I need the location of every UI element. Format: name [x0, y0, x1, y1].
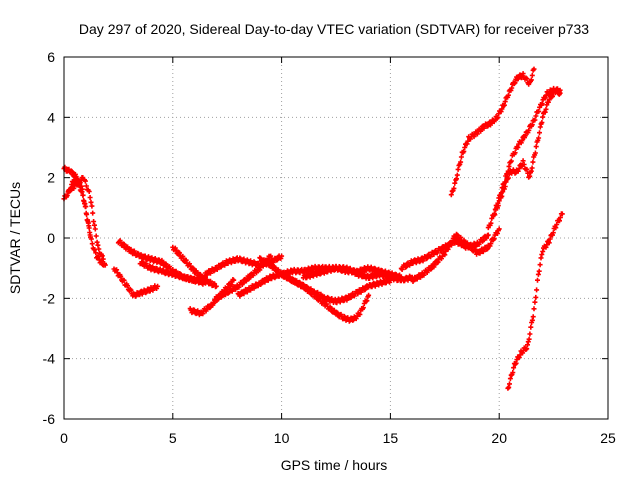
y-tick-label: -6 — [43, 411, 56, 427]
data-points — [61, 66, 565, 391]
series-track-g — [170, 244, 219, 290]
series-track-e — [111, 266, 161, 299]
y-tick-label: 2 — [47, 170, 55, 186]
series-track-q — [448, 66, 537, 198]
series-track-n — [300, 263, 415, 284]
data-point-markers — [492, 86, 563, 218]
data-point-markers — [111, 266, 161, 299]
data-point-markers — [448, 66, 537, 198]
series-track-p — [409, 226, 502, 284]
x-tick-label: 25 — [600, 430, 616, 446]
y-tick-label: 6 — [47, 49, 55, 65]
data-point-markers — [170, 244, 219, 290]
data-point-markers — [279, 270, 393, 306]
series-track-c — [65, 174, 93, 238]
data-point-markers — [409, 226, 502, 284]
x-tick-label: 5 — [169, 430, 177, 446]
series-track-s — [492, 86, 563, 218]
x-axis-label: GPS time / hours — [281, 457, 388, 473]
y-axis-label: SDTVAR / TECUs — [7, 182, 23, 294]
y-tick-label: -4 — [43, 351, 56, 367]
data-point-markers — [300, 263, 415, 284]
data-point-markers — [65, 174, 93, 238]
series-track-m — [279, 270, 393, 306]
x-tick-label: 10 — [274, 430, 290, 446]
y-tick-label: -2 — [43, 290, 56, 306]
data-point-markers — [505, 211, 565, 391]
y-tick-label: 0 — [47, 230, 55, 246]
y-tick-label: 4 — [47, 109, 55, 125]
x-tick-label: 15 — [383, 430, 399, 446]
x-tick-label: 0 — [60, 430, 68, 446]
chart-title: Day 297 of 2020, Sidereal Day-to-day VTE… — [79, 21, 589, 37]
series-track-t — [505, 211, 565, 391]
x-tick-label: 20 — [491, 430, 507, 446]
axis-ticks: 0 5 10 15 20 25 -6 -4 -2 0 2 4 6 — [43, 49, 616, 446]
